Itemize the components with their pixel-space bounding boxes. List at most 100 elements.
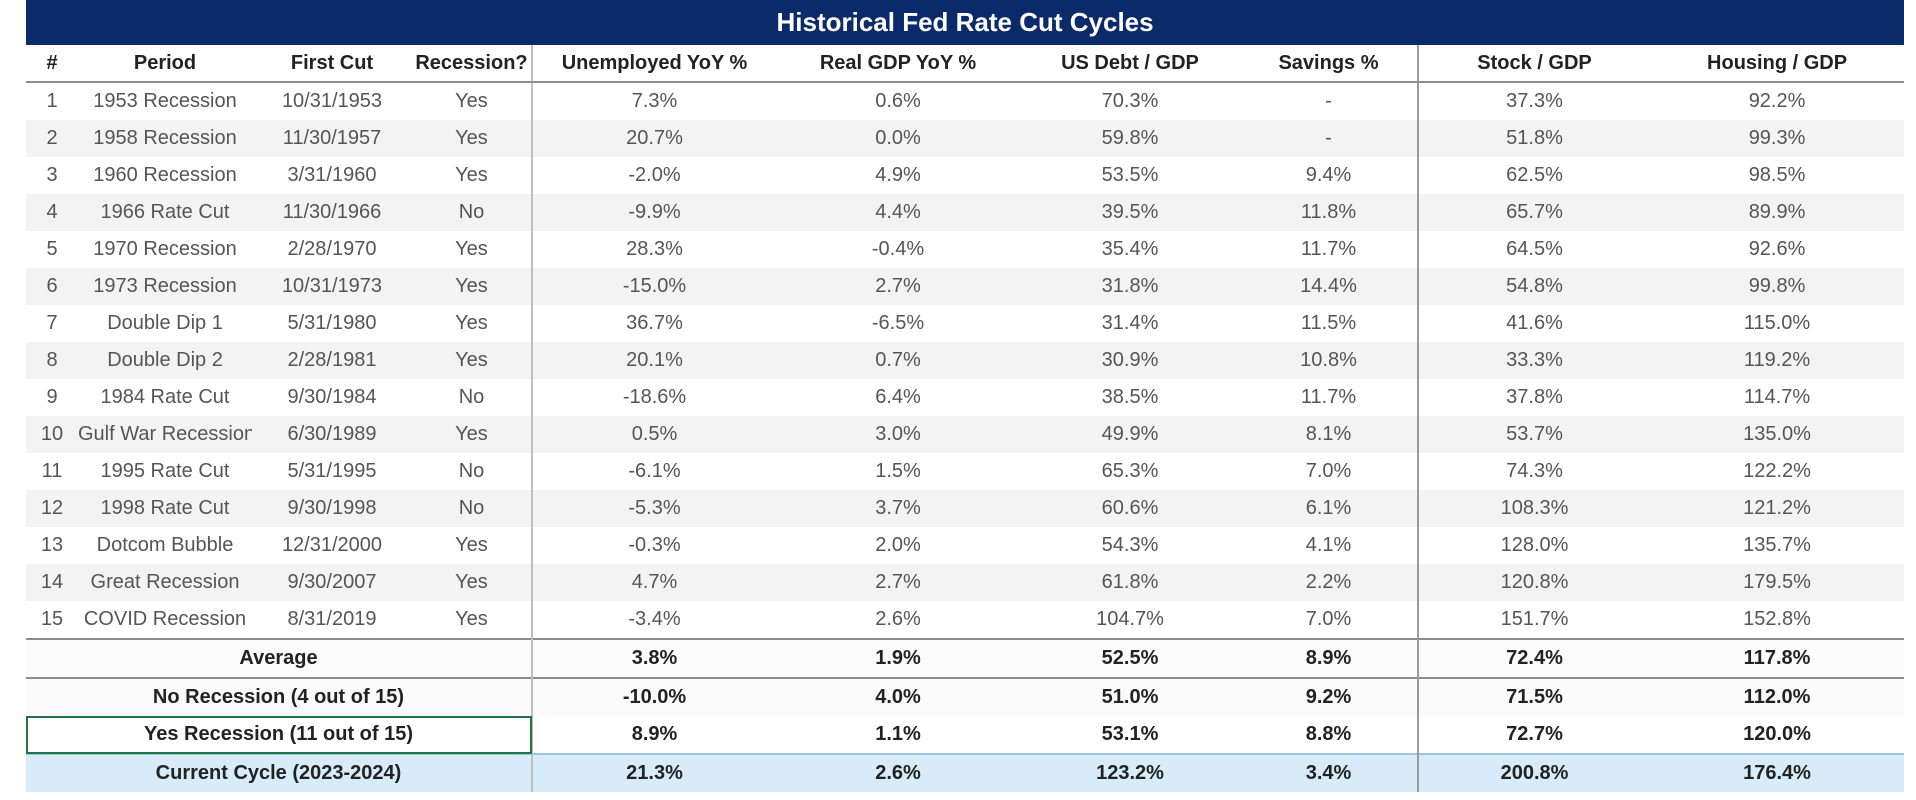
cell-housing-gdp[interactable]: 99.8% (1650, 268, 1905, 305)
cell-housing-gdp[interactable]: 152.8% (1743, 608, 1811, 630)
column-header[interactable]: First Cut (252, 45, 412, 83)
cell-housing-gdp[interactable]: 92.6% (1748, 238, 1806, 260)
cell-unemployed[interactable]: 20.7% (532, 120, 776, 157)
cell-first-cut[interactable]: 3/31/1960 (287, 164, 377, 186)
column-header[interactable]: Period (78, 45, 252, 83)
cell-real-gdp[interactable]: 2.0% (875, 534, 921, 556)
cell-real-gdp[interactable]: 0.7% (776, 342, 1020, 379)
cell-savings[interactable]: 4.1% (1240, 527, 1419, 564)
cell-recession[interactable]: Yes (412, 305, 533, 342)
cell-recession[interactable]: Yes (412, 120, 533, 157)
summary-label[interactable]: Average (26, 638, 533, 678)
cell-first-cut[interactable]: 10/31/1973 (252, 268, 412, 305)
cell-first-cut[interactable]: 9/30/1984 (287, 386, 377, 408)
cell-debt-gdp[interactable]: 70.3% (1101, 90, 1159, 112)
cell-unemployed[interactable]: -0.3% (628, 534, 681, 556)
summary-cell-real-gdp[interactable]: 2.6% (776, 753, 1020, 792)
column-header[interactable]: Real GDP YoY % (776, 45, 1020, 83)
cell-stock-gdp[interactable]: 65.7% (1418, 194, 1650, 231)
cell-real-gdp[interactable]: 0.6% (875, 90, 921, 112)
summary-cell-savings[interactable]: 9.2% (1240, 677, 1419, 716)
summary-cell-housing-gdp[interactable]: 120.0% (1650, 716, 1905, 754)
summary-cell-real-gdp[interactable]: 4.0% (776, 677, 1020, 716)
cell-unemployed[interactable]: 4.7% (532, 564, 776, 601)
column-header[interactable]: US Debt / GDP (1020, 45, 1240, 83)
summary-cell-stock-gdp[interactable]: 200.8% (1418, 753, 1650, 792)
cell-period[interactable]: 1958 Recession (78, 120, 252, 157)
cell-stock-gdp[interactable]: 128.0% (1500, 534, 1569, 556)
cell-recession[interactable]: No (412, 379, 533, 416)
summary-cell-unemployed[interactable]: 8.9% (532, 716, 776, 754)
cell-first-cut[interactable]: 5/31/1980 (287, 312, 377, 334)
cell-first-cut[interactable]: 8/31/2019 (287, 608, 377, 630)
cell-recession[interactable]: No (412, 453, 533, 490)
cell-recession[interactable]: Yes (412, 231, 533, 268)
cell-num[interactable]: 2 (26, 120, 78, 157)
cell-savings[interactable]: 10.8% (1240, 342, 1419, 379)
cell-recession[interactable]: Yes (412, 157, 533, 194)
cell-housing-gdp[interactable]: 98.5% (1748, 164, 1806, 186)
summary-cell-housing-gdp[interactable]: 112.0% (1650, 677, 1905, 716)
summary-cell-real-gdp[interactable]: 1.1% (776, 716, 1020, 754)
summary-cell-stock-gdp[interactable]: 72.7% (1418, 716, 1650, 754)
summary-cell-debt-gdp[interactable]: 123.2% (1020, 753, 1240, 792)
cell-num[interactable]: 7 (46, 312, 58, 334)
cell-unemployed[interactable]: -2.0% (628, 164, 681, 186)
cell-debt-gdp[interactable]: 60.6% (1020, 490, 1240, 527)
cell-housing-gdp[interactable]: 121.2% (1650, 490, 1905, 527)
cell-savings[interactable]: 2.2% (1240, 564, 1419, 601)
cell-unemployed[interactable]: -6.1% (628, 460, 681, 482)
cell-unemployed[interactable]: -15.0% (532, 268, 776, 305)
cell-debt-gdp[interactable]: 31.8% (1020, 268, 1240, 305)
cell-first-cut[interactable]: 9/30/2007 (252, 564, 412, 601)
cell-period[interactable]: Dotcom Bubble (96, 534, 234, 556)
cell-housing-gdp[interactable]: 92.2% (1748, 90, 1806, 112)
cell-first-cut[interactable]: 2/28/1981 (252, 342, 412, 379)
cell-num[interactable]: 13 (40, 534, 64, 556)
cell-first-cut[interactable]: 11/30/1966 (252, 194, 412, 231)
cell-first-cut[interactable]: 12/31/2000 (281, 534, 383, 556)
cell-savings[interactable]: 7.0% (1240, 601, 1419, 639)
cell-num[interactable]: 3 (46, 164, 58, 186)
cell-stock-gdp[interactable]: 62.5% (1506, 164, 1563, 186)
cell-debt-gdp[interactable]: 53.5% (1101, 164, 1159, 186)
summary-label[interactable]: Yes Recession (11 out of 15) (26, 716, 533, 754)
cell-period[interactable]: Double Dip 1 (107, 312, 223, 334)
cell-stock-gdp[interactable]: 54.8% (1418, 268, 1650, 305)
cell-unemployed[interactable]: 20.1% (532, 342, 776, 379)
cell-real-gdp[interactable]: 0.0% (776, 120, 1020, 157)
summary-cell-debt-gdp[interactable]: 52.5% (1020, 638, 1240, 678)
cell-savings[interactable]: - (1240, 82, 1419, 120)
cell-unemployed[interactable]: 36.7% (626, 312, 683, 334)
cell-num[interactable]: 10 (26, 416, 78, 453)
cell-num[interactable]: 14 (26, 564, 78, 601)
column-header[interactable]: Recession? (412, 45, 533, 83)
cell-period[interactable]: 1970 Recession (93, 238, 237, 260)
cell-housing-gdp[interactable]: 114.7% (1743, 386, 1811, 408)
column-header[interactable]: Unemployed YoY % (532, 45, 776, 83)
cell-debt-gdp[interactable]: 49.9% (1020, 416, 1240, 453)
cell-housing-gdp[interactable]: 135.0% (1650, 416, 1905, 453)
summary-cell-savings[interactable]: 3.4% (1240, 753, 1419, 792)
cell-real-gdp[interactable]: 4.4% (776, 194, 1020, 231)
cell-savings[interactable]: 11.7% (1240, 231, 1419, 268)
cell-first-cut[interactable]: 11/30/1957 (252, 120, 412, 157)
cell-recession[interactable]: No (412, 490, 533, 527)
cell-savings[interactable]: 11.5% (1240, 305, 1419, 342)
cell-stock-gdp[interactable]: 108.3% (1418, 490, 1650, 527)
cell-housing-gdp[interactable]: 179.5% (1650, 564, 1905, 601)
cell-period[interactable]: 1973 Recession (78, 268, 252, 305)
column-header[interactable]: Housing / GDP (1650, 45, 1905, 83)
cell-recession[interactable]: Yes (412, 416, 533, 453)
cell-period[interactable]: Double Dip 2 (78, 342, 252, 379)
cell-savings[interactable]: 11.7% (1240, 379, 1419, 416)
cell-unemployed[interactable]: -9.9% (532, 194, 776, 231)
cell-num[interactable]: 6 (26, 268, 78, 305)
cell-first-cut[interactable]: 6/30/1989 (252, 416, 412, 453)
cell-stock-gdp[interactable]: 120.8% (1418, 564, 1650, 601)
column-header[interactable]: # (26, 45, 78, 83)
cell-real-gdp[interactable]: 2.7% (776, 564, 1020, 601)
cell-period[interactable]: COVID Recession (83, 608, 247, 630)
cell-recession[interactable]: Yes (412, 564, 533, 601)
cell-real-gdp[interactable]: 3.0% (776, 416, 1020, 453)
